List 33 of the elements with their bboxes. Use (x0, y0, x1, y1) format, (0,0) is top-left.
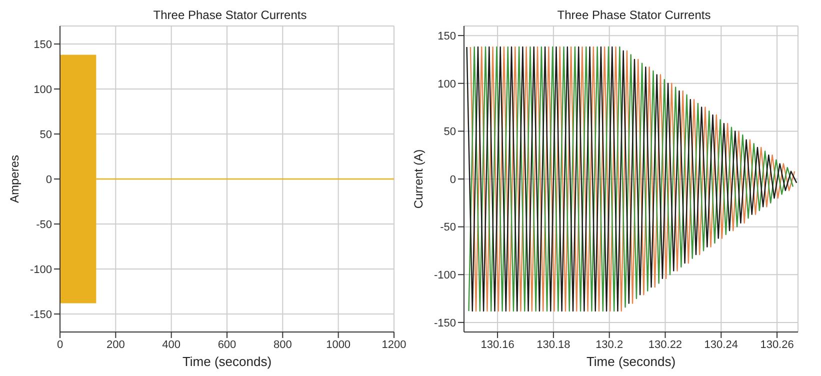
x-tick-label: 130.24 (704, 338, 738, 351)
y-tick-label: -100 (434, 270, 456, 282)
x-tick-label: 130.22 (648, 338, 682, 351)
y-tick-label: -50 (440, 222, 456, 234)
x-tick-label: 200 (106, 338, 125, 351)
x-tick-label: 130.16 (480, 338, 514, 351)
x-tick-label: 130.2 (596, 338, 624, 351)
x-axis-title: Time (seconds) (586, 354, 676, 369)
x-tick-label: 400 (162, 338, 181, 351)
y-tick-label: 0 (46, 174, 52, 186)
y-tick-label: 0 (450, 174, 456, 186)
x-axis-title: Time (seconds) (182, 354, 272, 369)
y-axis-title: Current (A) (411, 149, 426, 209)
y-tick-label: 100 (438, 78, 456, 90)
y-tick-label: 50 (444, 126, 456, 138)
x-tick-label: 1200 (382, 338, 406, 351)
y-tick-label: 100 (34, 84, 52, 96)
y-tick-label: 50 (40, 128, 52, 141)
y-tick-label: 150 (438, 30, 456, 42)
x-tick-label: 600 (218, 338, 236, 351)
y-tick-label: -100 (30, 264, 52, 276)
y-tick-label: -150 (30, 308, 52, 321)
x-tick-label: 1000 (326, 338, 351, 351)
y-tick-label: -150 (434, 317, 456, 330)
y-axis-title: Amperes (7, 154, 22, 204)
x-tick-label: 0 (56, 338, 64, 351)
x-tick-label: 800 (273, 338, 292, 351)
x-tick-label: 130.18 (536, 338, 570, 351)
chart-title: Three Phase Stator Currents (152, 8, 308, 22)
x-tick-label: 130.26 (760, 338, 794, 351)
chart-title: Three Phase Stator Currents (556, 8, 712, 22)
y-tick-label: 150 (34, 38, 52, 51)
y-tick-label: -50 (36, 218, 52, 231)
